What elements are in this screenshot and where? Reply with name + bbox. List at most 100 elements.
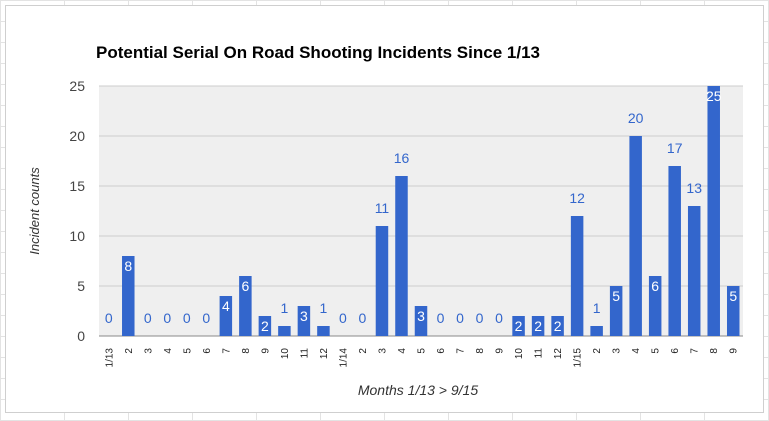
y-tick-label: 15 [69,178,85,194]
data-label: 1 [593,300,601,316]
bar[interactable] [414,306,428,336]
bar[interactable] [687,206,701,336]
bar[interactable] [297,306,311,336]
data-label: 0 [144,310,152,326]
x-tick-label: 3 [612,348,623,354]
x-tick-label: 8 [475,348,486,354]
x-tick-label: 9 [260,348,271,354]
data-label: 0 [437,310,445,326]
data-label: 2 [261,318,269,334]
bar-chart[interactable]: Potential Serial On Road Shooting Incide… [6,6,763,412]
bar[interactable] [668,166,681,336]
data-label: 0 [476,310,484,326]
data-label: 3 [300,308,308,324]
x-tick-label: 1/15 [573,348,584,368]
x-tick-label: 8 [241,348,252,354]
bar[interactable] [375,226,389,336]
data-label: 20 [628,110,644,126]
x-tick-label: 7 [221,348,232,354]
y-tick-label: 25 [69,78,85,94]
bar[interactable] [551,316,564,336]
bar[interactable] [512,316,525,336]
data-label: 6 [241,278,249,294]
y-tick-label: 5 [77,278,85,294]
data-label: 0 [359,310,367,326]
data-label: 0 [202,310,210,326]
bar[interactable] [122,256,135,336]
y-tick-label: 20 [69,128,85,144]
x-tick-label: 9 [495,348,506,354]
bar[interactable] [278,326,291,336]
x-tick-label: 4 [631,348,642,354]
x-tick-label: 2 [124,348,135,354]
data-label: 0 [105,310,113,326]
data-label: 5 [612,288,620,304]
x-tick-label: 12 [553,348,564,360]
data-label: 0 [163,310,171,326]
data-label: 0 [339,310,347,326]
y-tick-label: 0 [77,328,85,344]
bar[interactable] [239,276,252,336]
y-axis-title: Incident counts [27,167,42,255]
data-label: 5 [729,288,737,304]
data-label: 17 [667,140,683,156]
bar[interactable] [570,216,584,336]
data-label: 6 [651,278,659,294]
bar[interactable] [726,286,740,336]
bar[interactable] [648,276,662,336]
y-axis-ticks: 0 5 10 15 20 25 [69,78,85,344]
plot-area [99,86,743,336]
x-tick-label: 10 [514,348,525,360]
bar[interactable] [219,296,233,336]
data-label: 1 [320,300,328,316]
bar[interactable] [590,326,603,336]
x-tick-label: 8 [709,348,720,354]
x-tick-label: 6 [436,348,447,354]
x-tick-label: 2 [358,348,369,354]
data-label: 2 [554,318,562,334]
data-label: 8 [124,258,132,274]
data-label: 3 [417,308,425,324]
x-tick-label: 12 [319,348,330,360]
data-label: 0 [456,310,464,326]
chart-card[interactable]: Potential Serial On Road Shooting Incide… [5,5,764,413]
bar[interactable] [609,286,623,336]
bar[interactable] [395,176,408,336]
data-label: 0 [183,310,191,326]
x-tick-label: 5 [182,348,193,354]
x-tick-label: 11 [299,348,310,359]
bar[interactable] [707,86,720,336]
data-label: 11 [375,200,390,216]
x-tick-label: 4 [397,348,408,354]
x-tick-label: 4 [163,348,174,354]
x-tick-label: 1/14 [338,348,349,368]
data-label: 12 [569,190,585,206]
x-tick-label: 7 [690,348,701,354]
data-label: 2 [534,318,542,334]
bar[interactable] [317,326,330,336]
chart-title: Potential Serial On Road Shooting Incide… [96,43,540,62]
data-label: 13 [686,180,702,196]
x-tick-label: 6 [670,348,681,354]
data-label: 4 [222,298,230,314]
x-tick-label: 11 [534,348,545,359]
bar[interactable] [629,136,642,336]
data-label: 25 [706,88,722,104]
x-axis-ticks: 1/13 2 3 4 5 6 7 8 9 10 11 12 1/14 2 3 4 5 6 7 8 9 10 11 12 1/15… [104,348,739,368]
x-tick-label: 7 [456,348,467,354]
x-axis-title: Months 1/13 > 9/15 [358,382,478,398]
x-tick-label: 3 [143,348,154,354]
data-label: 0 [495,310,503,326]
x-tick-label: 9 [729,348,740,354]
bar[interactable] [258,316,272,336]
bars [122,86,740,336]
x-tick-label: 2 [592,348,603,354]
data-label: 1 [280,300,288,316]
x-tick-label: 1/13 [104,348,115,368]
y-tick-label: 10 [69,228,85,244]
x-tick-label: 5 [651,348,662,354]
data-label: 16 [394,150,410,166]
bar[interactable] [531,316,545,336]
x-tick-label: 10 [280,348,291,360]
